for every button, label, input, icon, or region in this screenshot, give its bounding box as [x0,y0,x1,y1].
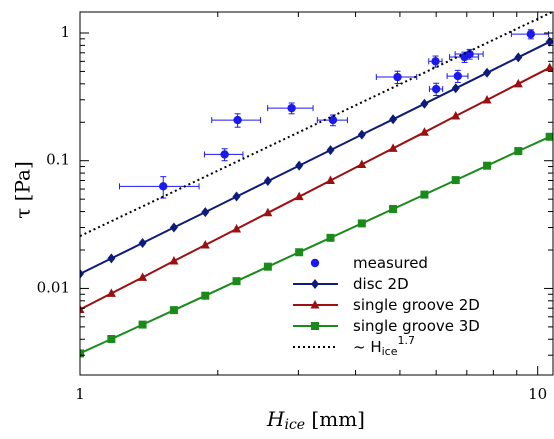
data-point [513,78,523,88]
data-point [169,255,179,265]
legend-marker [311,279,319,289]
data-point [80,349,84,358]
legend-label: measured [353,254,428,272]
data-point [138,320,147,329]
x-axis-label-sub: ice [284,417,305,433]
data-point [263,207,273,217]
legend-label-part: 1.7 [398,334,416,347]
fit-line [80,12,553,238]
data-point [357,129,366,140]
data-point [393,72,402,82]
y-axis-label: τ [Pa] [11,161,35,219]
data-point [388,143,398,152]
x-tick-label: 1 [75,385,85,403]
data-point [263,176,272,187]
legend-label: single groove 2D [353,296,480,314]
data-point [220,150,229,159]
series-line [80,135,551,355]
data-point [107,253,116,264]
plot-frame [79,11,554,376]
data-point [451,110,461,120]
legend-label-part: single groove 3D [353,317,480,335]
data-point [420,190,429,199]
data-point [138,237,147,248]
legend-label: single groove 3D [353,317,480,335]
data-point [80,268,84,279]
data-point [295,248,304,257]
data-point [389,114,398,125]
series-line [80,66,551,311]
data-point [420,98,429,109]
legend-label: ~ Hice1.7 [353,334,415,358]
legend-label-part: ~ H [353,338,382,356]
data-point [232,191,241,202]
legend-label-part: disc 2D [353,275,409,293]
data-point [138,272,148,281]
data-point [483,67,492,78]
data-point [232,223,242,233]
data-point [431,84,441,94]
data-point [326,233,335,242]
data-point [169,306,178,315]
data-point [169,222,178,233]
data-point [514,147,523,156]
legend-marker [310,300,320,309]
data-point [431,57,440,66]
legend-marker [310,258,320,268]
data-point [294,191,304,201]
data-point [451,176,460,185]
x-tick-label: 10 [528,385,547,403]
data-point [201,291,210,300]
x-axis-label-unit: [mm] [305,407,365,431]
legend-label-part: measured [353,254,428,272]
data-point [200,239,210,249]
data-point [295,160,304,171]
legend-label: disc 2D [353,275,409,293]
legend-marker [311,322,319,330]
data-point [482,94,492,104]
data-point [325,175,335,184]
data-point [328,115,338,125]
data-point [453,71,462,81]
data-point [357,219,366,228]
data-point [389,204,398,213]
legend-label-part: single groove 2D [353,296,480,314]
data-point [545,62,553,72]
data-point [106,288,116,297]
data-point [80,304,85,313]
data-point [287,103,296,113]
data-point [357,159,367,168]
data-point [263,262,272,271]
data-point [419,127,429,136]
data-point [451,83,460,94]
y-tick-label: 1 [60,23,70,41]
y-tick-label: 0.1 [46,151,70,169]
data-point [465,49,474,59]
y-tick-label: 0.01 [37,278,70,296]
data-point [201,207,210,218]
data-point [483,161,492,170]
data-point [107,334,116,343]
x-axis-label-main: H [266,407,285,431]
plot-area [80,12,553,358]
data-point [159,182,168,191]
data-point [326,145,335,156]
data-point [514,52,523,63]
data-point [545,132,553,141]
x-axis-label: Hice [mm] [266,407,365,434]
data-point [232,277,241,286]
data-point [233,115,242,125]
series-line [80,40,551,275]
legend-label-part: ice [382,345,398,358]
data-point [526,29,536,39]
